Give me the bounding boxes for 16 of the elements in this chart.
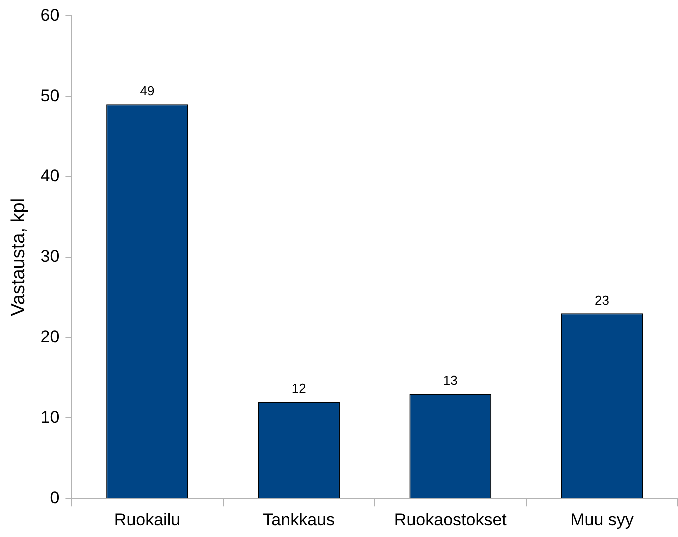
y-tick-label: 60	[40, 6, 60, 25]
y-tick-label: 10	[40, 408, 60, 427]
data-label: 13	[443, 373, 458, 388]
x-tick-label: Tankkaus	[263, 510, 335, 530]
y-tick-label: 20	[40, 327, 60, 346]
y-axis-title: Vastausta, kpl	[8, 198, 30, 316]
x-tick-label: Muu syy	[570, 510, 634, 530]
x-tick-label: Ruokailu	[114, 510, 181, 530]
data-label: 23	[594, 292, 610, 308]
y-tick-label: 40	[40, 166, 60, 186]
y-tick-label: 50	[40, 86, 60, 106]
y-tick-label: 30	[40, 247, 60, 266]
data-label: 12	[292, 381, 306, 396]
x-tick-label: Ruokaostokset	[394, 510, 508, 530]
data-label: 49	[140, 84, 155, 99]
y-tick-label: 0	[50, 488, 60, 508]
